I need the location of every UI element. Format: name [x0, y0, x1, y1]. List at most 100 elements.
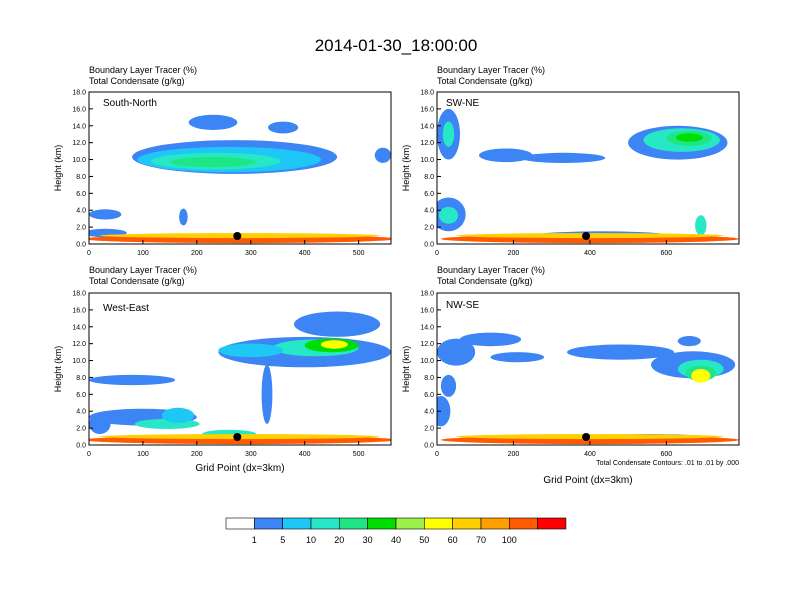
- plot-frame: [88, 91, 392, 245]
- y-tick-label: 6.0: [424, 191, 434, 198]
- panel-title-line2: Total Condensate (g/kg): [89, 276, 185, 286]
- panel-sw-ne: Boundary Layer Tracer (%) Total Condensa…: [401, 65, 740, 257]
- y-tick-label: 18.0: [420, 90, 434, 97]
- y-axis-label: Height (km): [53, 145, 63, 192]
- panel-label: SW-NE: [446, 98, 479, 109]
- condensate-plume: [675, 133, 703, 142]
- panel-title-line2: Total Condensate (g/kg): [437, 76, 533, 86]
- y-tick-label: 10.0: [72, 358, 86, 365]
- colorbar-label: 20: [334, 535, 344, 545]
- x-tick-label: 400: [584, 250, 596, 257]
- x-tick-label: 300: [245, 250, 257, 257]
- colorbar-swatch: [537, 517, 567, 530]
- panel-south-north: Boundary Layer Tracer (%) Total Condensa…: [53, 65, 392, 257]
- field-plumes: [89, 114, 391, 244]
- condensate-plume: [677, 336, 701, 347]
- location-marker: [233, 232, 242, 240]
- colorbar-swatch: [367, 517, 397, 530]
- y-tick-label: 10.0: [420, 358, 434, 365]
- field-plumes: [437, 108, 739, 244]
- y-tick-label: 4.0: [424, 208, 434, 215]
- y-tick-label: 2.0: [424, 225, 434, 232]
- y-tick-label: 2.0: [424, 426, 434, 433]
- y-tick-label: 8.0: [424, 174, 434, 181]
- colorbar-label: 1: [252, 535, 257, 545]
- y-tick-label: 12.0: [72, 140, 86, 147]
- y-tick-label: 12.0: [420, 341, 434, 348]
- x-tick-label: 500: [353, 250, 365, 257]
- panel-label: West-East: [103, 303, 149, 314]
- y-tick-label: 18.0: [72, 291, 86, 298]
- condensate-plume: [179, 208, 188, 226]
- panel-west-east: Boundary Layer Tracer (%) Total Condensa…: [53, 265, 392, 474]
- condensate-plume: [161, 407, 195, 423]
- y-tick-label: 2.0: [76, 225, 86, 232]
- condensate-plume: [442, 121, 455, 147]
- condensate-plume: [691, 369, 711, 383]
- x-tick-label: 100: [137, 451, 149, 458]
- y-tick-label: 8.0: [424, 375, 434, 382]
- condensate-plume: [169, 157, 257, 168]
- condensate-plume: [320, 340, 348, 349]
- y-tick-label: 14.0: [72, 123, 86, 130]
- colorbar-label: 50: [419, 535, 429, 545]
- condensate-plume: [437, 338, 476, 366]
- y-tick-label: 10.0: [420, 157, 434, 164]
- y-tick-label: 0.0: [76, 443, 86, 450]
- condensate-plume: [437, 396, 451, 427]
- y-tick-label: 10.0: [72, 157, 86, 164]
- y-tick-label: 0.0: [76, 242, 86, 249]
- condensate-plume: [490, 352, 545, 363]
- condensate-plume: [268, 121, 299, 134]
- y-tick-label: 6.0: [76, 392, 86, 399]
- plot-area: [437, 92, 739, 244]
- x-axis-label: Grid Point (dx=3km): [543, 475, 632, 486]
- axis-ticks: 0.0 2.0 4.0 6.0 8.0 10.0 12.0 14.0 16.0 18.0 0 200 4…: [420, 291, 672, 459]
- y-tick-label: 6.0: [424, 392, 434, 399]
- condensate-plume: [188, 114, 238, 130]
- y-tick-label: 16.0: [72, 106, 86, 113]
- x-axis-label: Grid Point (dx=3km): [195, 463, 284, 474]
- colorbar: 1 5 10 20 30 40 50 60 70 100: [225, 517, 567, 545]
- panel-title-line1: Boundary Layer Tracer (%): [437, 65, 545, 75]
- panel-title-line1: Boundary Layer Tracer (%): [89, 65, 197, 75]
- colorbar-swatch: [254, 517, 283, 530]
- x-tick-label: 200: [508, 451, 520, 458]
- location-marker: [582, 433, 591, 441]
- y-tick-label: 6.0: [76, 191, 86, 198]
- condensate-plume: [521, 152, 606, 163]
- y-tick-label: 14.0: [72, 324, 86, 331]
- panel-title-line2: Total Condensate (g/kg): [89, 76, 185, 86]
- y-tick-label: 18.0: [72, 90, 86, 97]
- colorbar-label: 70: [476, 535, 486, 545]
- condensate-plume: [459, 332, 522, 347]
- y-tick-label: 12.0: [72, 341, 86, 348]
- condensate-plume: [261, 364, 273, 424]
- colorbar-swatch: [452, 517, 482, 530]
- condensate-plume: [89, 209, 122, 220]
- y-tick-label: 16.0: [420, 106, 434, 113]
- colorbar-swatch: [508, 517, 538, 530]
- x-tick-label: 0: [435, 250, 439, 257]
- x-tick-label: 100: [137, 250, 149, 257]
- colorbar-label: 40: [391, 535, 401, 545]
- colorbar-label: 100: [502, 535, 517, 545]
- y-axis-label: Height (km): [401, 145, 411, 192]
- x-tick-label: 600: [661, 250, 673, 257]
- plot-frame: [436, 91, 740, 245]
- x-tick-label: 200: [191, 250, 203, 257]
- y-tick-label: 14.0: [420, 123, 434, 130]
- x-tick-label: 200: [508, 250, 520, 257]
- y-tick-label: 4.0: [76, 208, 86, 215]
- panel-title-line2: Total Condensate (g/kg): [437, 276, 533, 286]
- location-marker: [233, 433, 242, 441]
- y-tick-label: 8.0: [76, 174, 86, 181]
- x-tick-label: 400: [299, 451, 311, 458]
- condensate-plume: [89, 374, 176, 386]
- x-tick-label: 200: [191, 451, 203, 458]
- y-tick-label: 16.0: [420, 307, 434, 314]
- x-tick-label: 300: [245, 451, 257, 458]
- x-tick-label: 0: [87, 451, 91, 458]
- condensate-plume: [218, 343, 284, 358]
- colorbar-swatch: [338, 517, 368, 530]
